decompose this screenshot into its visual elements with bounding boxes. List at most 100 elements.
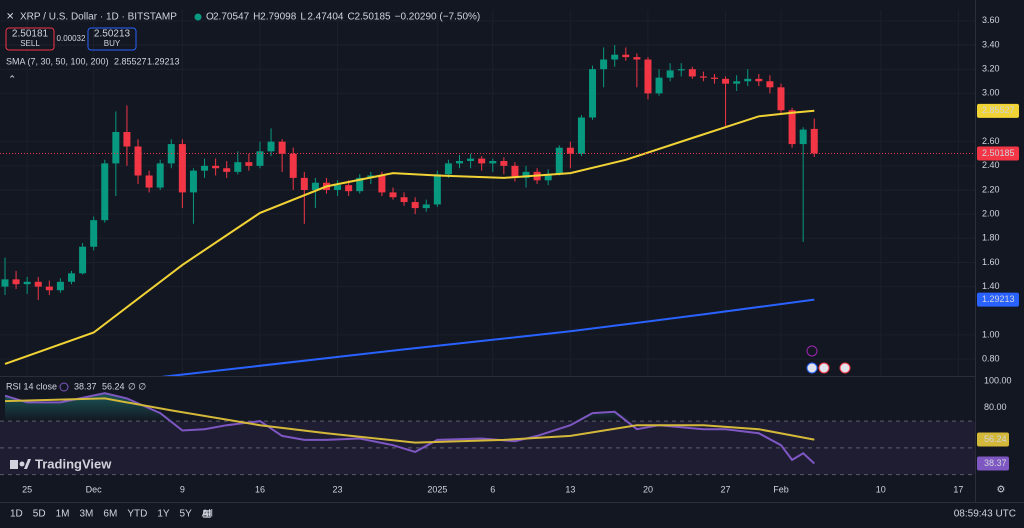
rsi-extra: ∅ ∅	[128, 381, 146, 391]
candle-body	[566, 147, 574, 154]
range-button[interactable]: 1D	[10, 509, 23, 520]
clock: 08:59:43 UTC	[954, 509, 1016, 520]
candle-body	[178, 144, 186, 193]
candle-body	[400, 197, 408, 203]
price-tag-bg	[977, 146, 1019, 161]
candle-body	[101, 163, 109, 221]
candle-body	[1, 279, 9, 287]
candle-body	[577, 117, 585, 154]
range-button[interactable]: YTD	[127, 509, 147, 520]
event-icon[interactable]	[839, 362, 851, 374]
candle-body	[799, 129, 807, 145]
candle-body	[45, 286, 53, 291]
symbol-title: XRP / U.S. Dollar · 1D · BITSTAMP	[20, 12, 177, 23]
range-button[interactable]: 1M	[56, 509, 70, 520]
candle-body	[134, 146, 142, 176]
logo-text: TradingView	[35, 456, 112, 471]
candle-body	[433, 174, 441, 205]
date-range-icon[interactable]: ▦	[202, 509, 211, 520]
indicator-tag: 1.29213	[982, 294, 1015, 304]
candle-body	[589, 69, 597, 118]
range-button[interactable]: 3M	[80, 509, 94, 520]
ohlc-value: 2.70547	[213, 12, 250, 23]
indicator-line	[4, 109, 815, 365]
sell-button[interactable]	[5, 27, 55, 51]
candle-body	[201, 165, 209, 171]
candle-body	[766, 81, 774, 88]
rsi-label: RSI 14 close	[6, 381, 57, 391]
x-tick-label: 10	[876, 484, 886, 494]
y-tick-label: 2.40	[982, 160, 1000, 170]
candle-body	[79, 246, 87, 274]
y-tick-label: 100.00	[984, 375, 1012, 385]
settings-icon[interactable]: ⚙	[997, 485, 1006, 496]
candle-body	[68, 273, 76, 282]
x-tick-label: Dec	[86, 484, 103, 494]
ohlc-key: L	[300, 12, 306, 23]
candle-body	[777, 87, 785, 111]
y-tick-label: 0.80	[982, 353, 1000, 363]
range-button[interactable]: All	[202, 509, 213, 520]
event-icon[interactable]	[806, 362, 818, 374]
event-icon[interactable]	[806, 345, 818, 357]
candle-body	[744, 78, 752, 82]
candle-body	[289, 153, 297, 178]
range-button[interactable]: 5Y	[180, 509, 193, 520]
range-button[interactable]: 1Y	[157, 509, 170, 520]
candle-body	[456, 160, 464, 164]
candle-body	[12, 279, 20, 285]
indicator-tag-bg	[977, 103, 1019, 118]
candle-body	[378, 175, 386, 193]
candle-body	[90, 220, 98, 247]
rsi-overbought-fill	[4, 393, 815, 422]
ohlc-key: O	[206, 12, 214, 23]
buy-button[interactable]	[87, 27, 137, 51]
x-tick-label: 23	[333, 484, 343, 494]
x-tick-label: 9	[180, 484, 185, 494]
candle-body	[810, 128, 818, 154]
rsi-tag-bg	[977, 432, 1009, 447]
range-button[interactable]: 6M	[103, 509, 117, 520]
event-icon[interactable]	[818, 362, 830, 374]
y-tick-label: 3.00	[982, 88, 1000, 98]
indicator-line	[4, 397, 815, 444]
indicator-tag-bg	[977, 292, 1019, 307]
x-tick-label: 16	[255, 484, 265, 494]
candle-body	[234, 162, 242, 172]
rsi-pane	[0, 392, 975, 476]
y-tick-label: 1.80	[982, 233, 1000, 243]
y-tick-label: 3.40	[982, 39, 1000, 49]
candle-body	[278, 141, 286, 154]
y-tick-label: 1.00	[982, 329, 1000, 339]
candle-body	[334, 185, 342, 190]
candle-body	[245, 162, 253, 166]
sell-price: 2.50181	[12, 29, 49, 40]
candle-body	[600, 59, 608, 70]
candle-body	[300, 177, 308, 190]
rsi-tag: 38.37	[984, 458, 1007, 468]
ohlc-value: 2.50185	[354, 12, 391, 23]
candle-body	[688, 69, 696, 77]
candle-body	[223, 168, 231, 172]
y-tick-label: 3.20	[982, 64, 1000, 74]
x-tick-label: 6	[490, 484, 495, 494]
range-button[interactable]: 5D	[33, 509, 46, 520]
close-icon[interactable]: ✕	[6, 12, 14, 23]
ohlc-value: 2.79098	[260, 12, 297, 23]
candle-body	[733, 81, 741, 84]
x-tick-label: 25	[22, 484, 32, 494]
rsi-value: 38.37	[74, 381, 97, 391]
candle-body	[411, 202, 419, 209]
candle-body	[123, 132, 131, 147]
candle-body	[544, 174, 552, 181]
candle-body	[145, 175, 153, 188]
candle-body	[345, 185, 353, 192]
candle-body	[444, 163, 452, 175]
indicator-line	[4, 392, 815, 465]
x-tick-label: Feb	[773, 484, 789, 494]
candle-body	[422, 204, 430, 209]
collapse-icon[interactable]: ⌃	[8, 75, 16, 86]
candle-body	[611, 54, 619, 60]
candle-body	[644, 59, 652, 94]
x-tick-label: 20	[643, 484, 653, 494]
